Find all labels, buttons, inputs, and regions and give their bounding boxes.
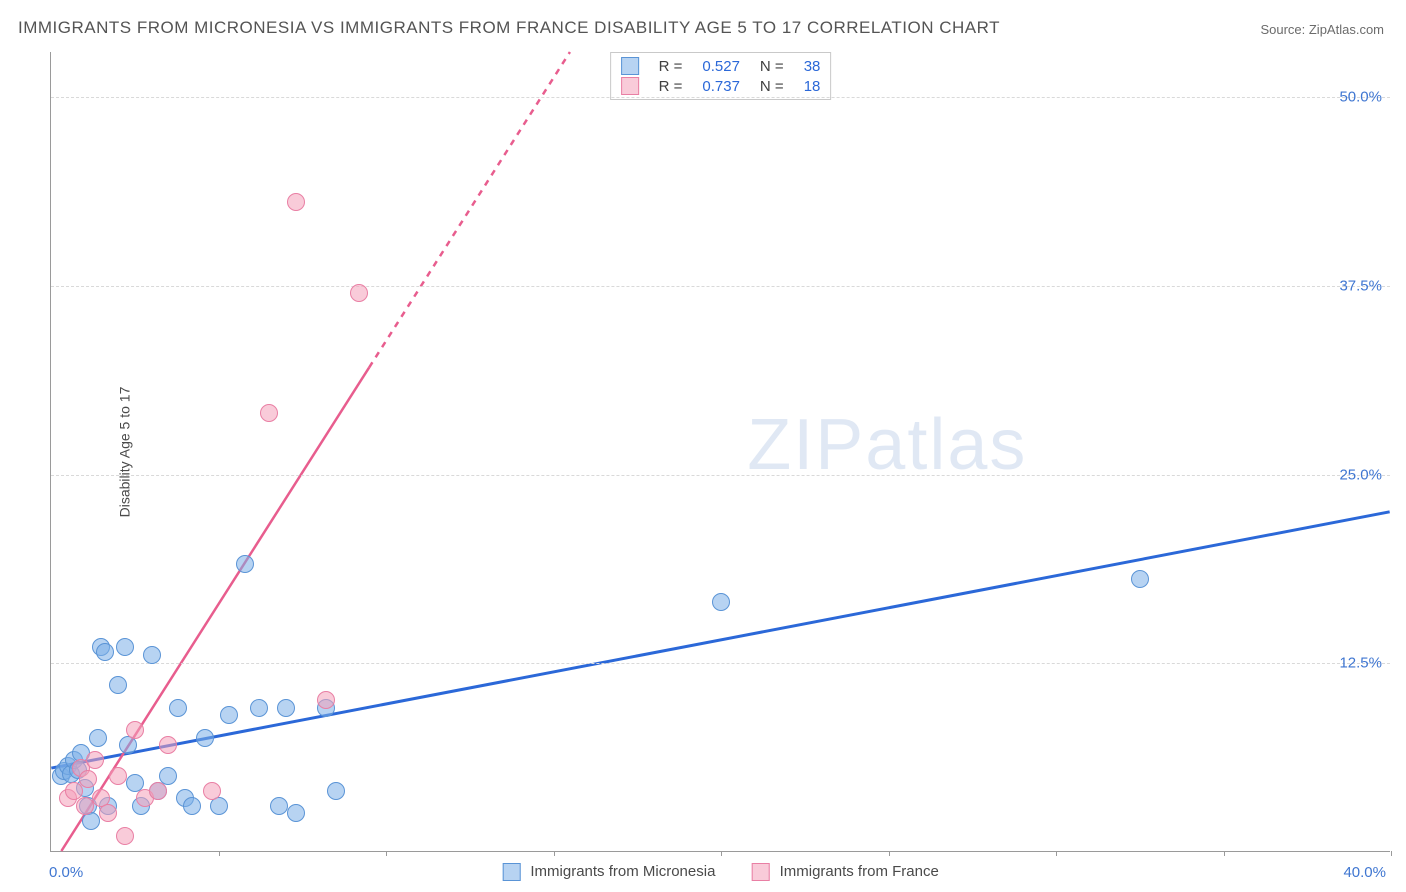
data-point <box>76 797 94 815</box>
data-point <box>159 736 177 754</box>
legend-swatch <box>751 863 769 881</box>
data-point <box>203 782 221 800</box>
data-point <box>287 804 305 822</box>
data-point <box>287 193 305 211</box>
legend-n-label: N = <box>750 76 794 96</box>
gridline <box>51 97 1390 98</box>
y-tick-label: 50.0% <box>1339 89 1382 106</box>
legend-n-value: 38 <box>794 56 831 76</box>
data-point <box>183 797 201 815</box>
chart-title: IMMIGRANTS FROM MICRONESIA VS IMMIGRANTS… <box>18 18 1000 38</box>
x-tick <box>219 851 220 856</box>
trend-line <box>51 512 1389 768</box>
legend-n-value: 18 <box>794 76 831 96</box>
x-max-label: 40.0% <box>1343 864 1386 881</box>
data-point <box>143 646 161 664</box>
data-point <box>350 284 368 302</box>
data-point <box>236 555 254 573</box>
origin-label: 0.0% <box>49 864 83 881</box>
data-point <box>712 593 730 611</box>
legend-swatch <box>621 77 639 95</box>
data-point <box>116 827 134 845</box>
legend-swatch <box>502 863 520 881</box>
x-tick <box>386 851 387 856</box>
trend-line-dashed <box>369 52 570 367</box>
data-point <box>260 404 278 422</box>
x-tick <box>889 851 890 856</box>
x-tick <box>721 851 722 856</box>
data-point <box>99 804 117 822</box>
legend-row: R =0.737N =18 <box>611 76 831 96</box>
source-label: Source: ZipAtlas.com <box>1260 22 1384 37</box>
data-point <box>79 770 97 788</box>
x-tick <box>1056 851 1057 856</box>
gridline <box>51 475 1390 476</box>
x-tick <box>1391 851 1392 856</box>
legend-n-label: N = <box>750 56 794 76</box>
trend-lines-svg <box>51 52 1390 851</box>
y-tick-label: 12.5% <box>1339 655 1382 672</box>
series-legend-item: Immigrants from France <box>751 863 938 880</box>
data-point <box>1131 570 1149 588</box>
legend-r-value: 0.737 <box>692 76 750 96</box>
watermark: ZIPatlas <box>747 404 1027 486</box>
legend-row: R =0.527N =38 <box>611 56 831 76</box>
data-point <box>109 676 127 694</box>
y-tick-label: 37.5% <box>1339 277 1382 294</box>
data-point <box>327 782 345 800</box>
plot-area: Disability Age 5 to 17 ZIPatlas R =0.527… <box>50 52 1390 852</box>
data-point <box>270 797 288 815</box>
data-point <box>220 706 238 724</box>
data-point <box>169 699 187 717</box>
y-tick-label: 25.0% <box>1339 466 1382 483</box>
trend-line <box>61 367 369 851</box>
stats-legend: R =0.527N =38R =0.737N =18 <box>610 52 832 100</box>
series-legend: Immigrants from Micronesia Immigrants fr… <box>484 863 957 881</box>
series-legend-item: Immigrants from Micronesia <box>502 863 715 880</box>
legend-r-label: R = <box>649 76 693 96</box>
x-tick <box>554 851 555 856</box>
data-point <box>96 643 114 661</box>
data-point <box>149 782 167 800</box>
data-point <box>86 751 104 769</box>
legend-r-value: 0.527 <box>692 56 750 76</box>
gridline <box>51 663 1390 664</box>
data-point <box>89 729 107 747</box>
y-axis-label: Disability Age 5 to 17 <box>116 386 132 517</box>
data-point <box>116 638 134 656</box>
data-point <box>196 729 214 747</box>
data-point <box>126 721 144 739</box>
legend-swatch <box>621 57 639 75</box>
x-tick <box>1224 851 1225 856</box>
data-point <box>109 767 127 785</box>
data-point <box>317 691 335 709</box>
data-point <box>277 699 295 717</box>
gridline <box>51 286 1390 287</box>
data-point <box>250 699 268 717</box>
legend-r-label: R = <box>649 56 693 76</box>
